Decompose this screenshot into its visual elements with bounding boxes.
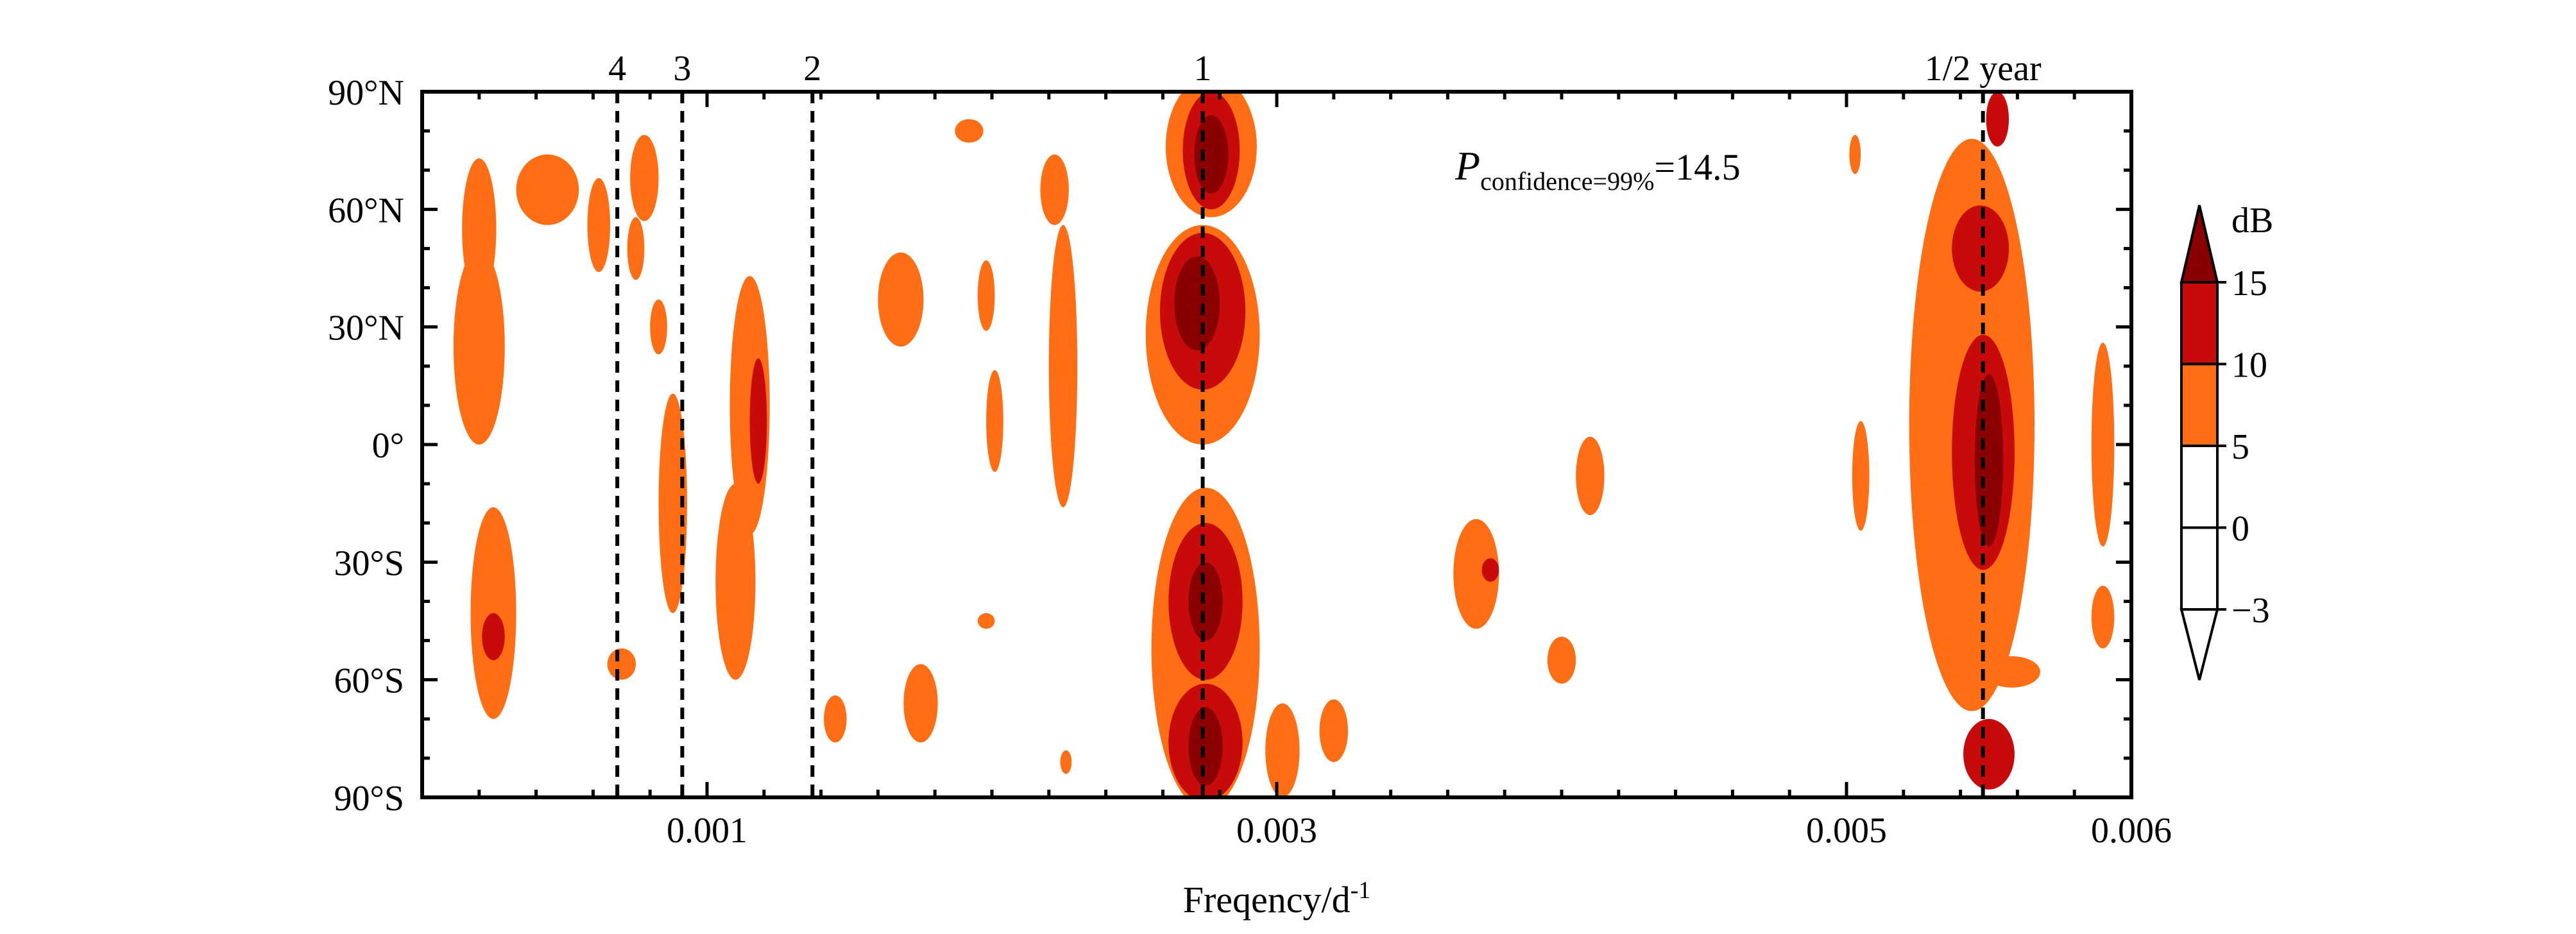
contour-region-4 (453, 248, 505, 445)
x-axis-title-text: Freqency/d (1183, 879, 1351, 921)
period-lines: 4 3 2 1 1/2 year (608, 49, 2042, 797)
x-axis-ticks: 0.001 0.003 0.005 0.006 (477, 92, 2172, 851)
contour-region-5 (650, 299, 667, 355)
contour-region-21 (1060, 750, 1072, 774)
x-tick-label-3: 0.006 (2091, 811, 2172, 851)
contour-region-47 (1194, 115, 1229, 194)
contour-region-9 (715, 484, 756, 680)
contour-region-17 (986, 369, 1003, 472)
annotation-subscript: confidence=99% (1480, 167, 1654, 196)
colorbar-label-1: 0 (2231, 509, 2249, 549)
period-label-2: 2 (803, 49, 821, 89)
y-axis-ticks: 90°N 60°N 30°N 0° 30°S 60°S 90°S (328, 73, 2131, 819)
contour-region-13 (878, 252, 924, 347)
contour-region-50 (1188, 707, 1223, 786)
y-tick-label-5: 60°S (334, 661, 404, 701)
colorbar-upper-extend (2179, 205, 2219, 284)
contour-region-31 (1852, 421, 1870, 531)
contour-region-14 (903, 664, 938, 743)
x-axis-title: Freqency/d-1 (1183, 877, 1371, 921)
colorbar: −3 0 5 10 15 dB (2179, 201, 2273, 681)
contour-region-2 (587, 178, 611, 273)
contour-region-29 (1576, 436, 1605, 516)
contour-region-34 (2091, 343, 2115, 547)
y-tick-label-2: 30°N (328, 309, 404, 348)
x-axis-title-superscript: -1 (1351, 877, 1371, 904)
period-label-4: 1/2 year (1925, 49, 2042, 89)
contour-region-25 (1265, 703, 1300, 797)
period-label-0: 4 (608, 49, 626, 89)
y-tick-label-4: 30°S (334, 543, 404, 583)
contour-region-33 (1983, 656, 2040, 688)
y-tick-label-3: 0° (372, 426, 404, 466)
contour-region-0 (630, 135, 659, 221)
contour-region-1 (516, 154, 579, 225)
y-tick-label-6: 90°S (334, 779, 404, 819)
contour-region-28 (1547, 636, 1576, 684)
x-tick-label-0: 0.001 (667, 811, 747, 851)
contour-region-26 (1319, 699, 1348, 762)
colorbar-label-0: −3 (2231, 591, 2270, 631)
contour-region-20 (1048, 225, 1078, 507)
contour-region-49 (1188, 562, 1223, 641)
period-label-3: 1 (1194, 49, 1212, 89)
contour-region-15 (955, 119, 984, 143)
colorbar-label-4: 15 (2231, 264, 2267, 303)
x-tick-label-2: 0.005 (1806, 811, 1887, 851)
period-label-1: 3 (673, 49, 691, 89)
contour-region-46 (1481, 558, 1499, 582)
annotation-p: P (1454, 143, 1480, 189)
contour-region-30 (1849, 135, 1861, 174)
colorbar-lower-extend (2179, 608, 2219, 681)
colorbar-bin-2 (2180, 362, 2219, 447)
annotation-value: =14.5 (1654, 146, 1740, 188)
contour-region-16 (977, 260, 995, 331)
colorbar-bin-0 (2180, 526, 2219, 611)
colorbar-bin-3 (2180, 281, 2219, 366)
x-tick-label-1: 0.003 (1236, 811, 1317, 851)
contour-region-6 (627, 217, 645, 280)
contour-region-27 (1453, 519, 1499, 629)
contour-region-42 (1963, 718, 2015, 790)
contour-region-43 (1986, 92, 2009, 147)
contour-region-35 (2091, 586, 2115, 649)
confidence-annotation: Pconfidence=99%=14.5 (1454, 143, 1741, 196)
contour-region-48 (1174, 256, 1220, 351)
contour-regions (453, 92, 2115, 797)
contour-region-7 (658, 393, 687, 613)
plot-background (422, 92, 2131, 797)
contour-region-44 (749, 358, 767, 484)
contour-region-40 (1952, 205, 2009, 292)
contour-region-18 (977, 613, 995, 629)
colorbar-bin-1 (2180, 445, 2219, 529)
contour-region-51 (1974, 374, 2004, 547)
contour-region-19 (1040, 154, 1069, 225)
colorbar-label-2: 5 (2231, 427, 2249, 467)
y-tick-label-1: 60°N (328, 191, 404, 230)
contour-region-45 (482, 613, 505, 661)
colorbar-unit: dB (2231, 201, 2273, 241)
colorbar-label-3: 10 (2231, 346, 2267, 386)
y-tick-label-0: 90°N (328, 73, 404, 113)
contour-region-12 (824, 695, 847, 743)
contour-region-11 (607, 648, 636, 680)
